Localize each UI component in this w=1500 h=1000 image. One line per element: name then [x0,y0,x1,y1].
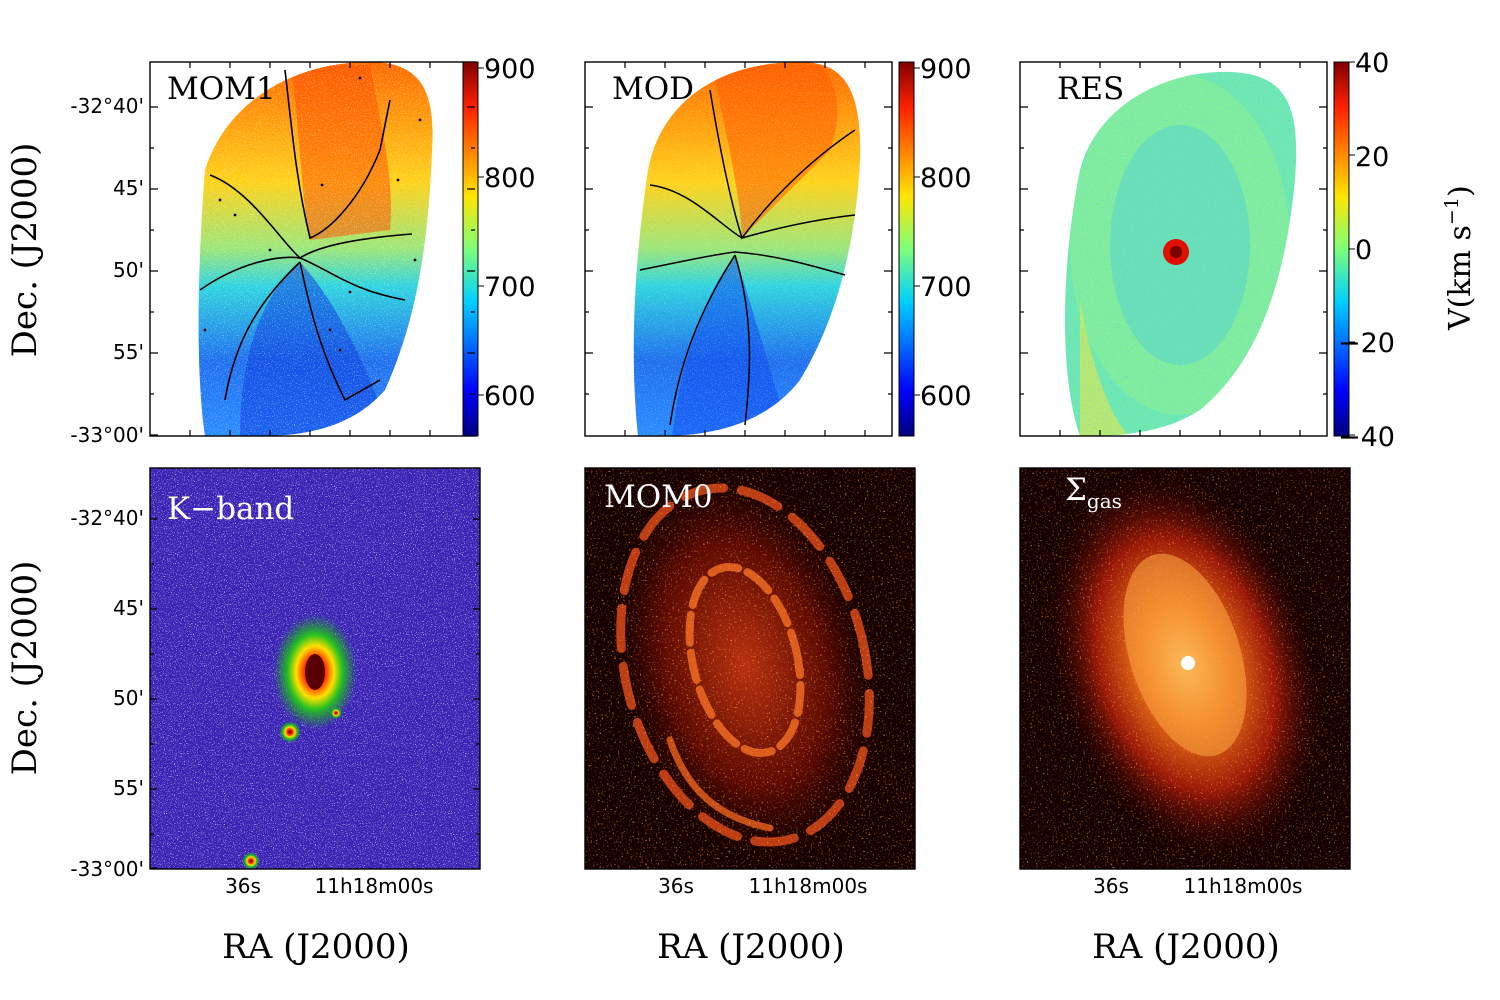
x-tick-label: 36s [658,874,694,898]
x-tick-label: 11h18m00s [749,874,868,898]
panel-label-kband: K−band [167,491,294,527]
panel-mod: MOD [584,61,893,437]
colorbar-mod: 900 800 700 600 [898,54,972,437]
y-tick-label: 45' [113,176,144,200]
colorbar-tick: 600 [484,381,536,412]
colorbar-tick: 800 [920,163,972,194]
x-tick-label: 36s [225,874,261,898]
axis-tick-marks [150,62,1327,869]
contours-mod [639,89,856,426]
panel-label-sigma-gas: Σgas [1065,472,1122,513]
colorbar-mom1: 900 800 700 600 [462,54,536,437]
x-axis-title-middle: RA (J2000) [657,927,845,967]
colorbar-tick: 0 [1355,235,1372,266]
colorbar-tick: 700 [484,272,536,303]
contours-mom1 [199,69,413,402]
residual-field [1065,71,1297,436]
panel-sigma-gas: Σgas [1019,467,1351,870]
colorbar-tick: 600 [920,381,972,412]
y-tick-label: -32°40' [70,94,144,118]
panel-mom1: MOM1 [149,61,476,437]
colorbar-title: V(km s−1) [1441,185,1478,331]
colorbar-tick: −40 [1338,422,1395,453]
y-axis-title-bottom: Dec. (J2000) [5,561,45,776]
x-tick-labels: 36s 11h18m00s 36s 11h18m00s 36s 11h18m00… [225,874,1302,898]
y-tick-labels-bottom: -32°40' 45' 50' 55' -33°00' [70,506,144,881]
colorbar-res: 40 20 0 −20 −40 V(km s−1) [1333,48,1478,453]
panel-label-mod: MOD [612,71,694,107]
y-tick-label: -32°40' [70,506,144,530]
colorbar-title-sup: −1 [1441,197,1463,225]
panel-res: RES [1019,61,1328,437]
x-axis-title-right: RA (J2000) [1092,927,1280,967]
y-tick-label: 45' [113,596,144,620]
y-tick-label: 55' [113,776,144,800]
colorbar-tick: 900 [484,54,536,85]
colorbar-title-close: ) [1443,185,1478,197]
sigma-subscript: gas [1087,489,1122,513]
panel-label-res: RES [1057,71,1124,107]
colorbar-tick: 800 [484,163,536,194]
y-tick-label: -33°00' [70,423,144,447]
panel-mom0: MOM0 [584,467,916,870]
x-tick-label: 11h18m00s [1184,874,1303,898]
y-tick-label: -33°00' [70,857,144,881]
y-tick-label: 55' [113,340,144,364]
x-tick-label: 36s [1093,874,1129,898]
sigma-gas-peak [1181,656,1195,670]
contour-dots-mom1 [203,76,422,352]
y-tick-label: 50' [113,258,144,282]
colorbar-tick: 900 [920,54,972,85]
colorbar-tick: 700 [920,272,972,303]
colorbar-tick: −20 [1338,328,1395,359]
kband-star [279,721,301,743]
y-tick-label: 50' [113,686,144,710]
colorbar-title-main: V(km s [1443,225,1478,331]
colorbar-tick: 20 [1355,142,1389,173]
x-axis-title-left: RA (J2000) [222,927,410,967]
panel-kband: K−band [149,467,481,870]
sigma-symbol: Σ [1065,472,1087,508]
colorbar-tick: 40 [1355,48,1389,79]
y-tick-labels-top: -32°40' 45' 50' 55' -33°00' [70,94,144,447]
y-axis-title-top: Dec. (J2000) [5,143,45,358]
panel-label-mom0: MOM0 [604,479,713,515]
panel-label-mom1: MOM1 [167,71,276,107]
x-tick-label: 11h18m00s [315,874,434,898]
